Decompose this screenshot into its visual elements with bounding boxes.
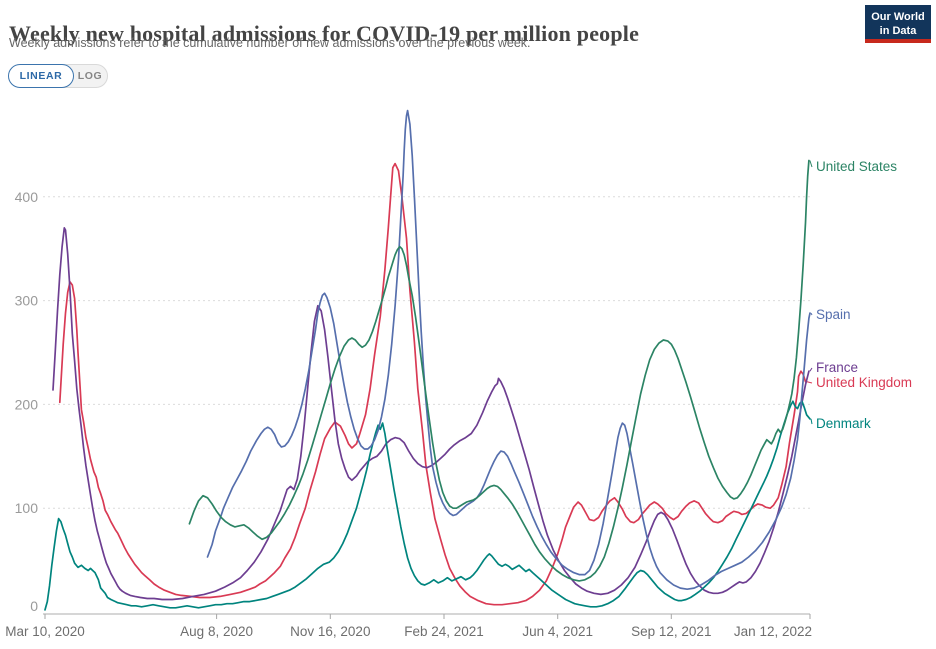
y-tick-label-200: 200 xyxy=(15,396,39,412)
owid-logo-line2: in Data xyxy=(879,25,917,37)
page-title: Weekly new hospital admissions for COVID… xyxy=(9,20,640,46)
x-tick-label-mar-10,-2020: Mar 10, 2020 xyxy=(5,624,85,639)
series-label-denmark[interactable]: Denmark xyxy=(816,416,871,431)
series-line-spain[interactable] xyxy=(206,109,811,591)
series-line-denmark[interactable] xyxy=(44,400,811,611)
series-label-spain[interactable]: Spain xyxy=(816,307,851,322)
y-tick-label-0: 0 xyxy=(30,598,38,614)
y-tick-label-100: 100 xyxy=(15,500,39,516)
series-label-united-states[interactable]: United States xyxy=(816,159,897,174)
x-tick-label-aug-8,-2020: Aug 8, 2020 xyxy=(180,624,253,639)
series-leader-denmark xyxy=(810,418,813,425)
owid-logo[interactable]: Our World in Data xyxy=(865,5,931,43)
series-line-united-states[interactable] xyxy=(188,159,810,582)
linear-scale-button[interactable]: LINEAR xyxy=(8,64,74,88)
scale-toggle: LINEAR LOG xyxy=(8,64,108,88)
y-tick-label-300: 300 xyxy=(15,293,39,309)
chart-subtitle: Weekly admissions refer to the cumulativ… xyxy=(9,36,531,50)
x-tick-label-jun-4,-2021: Jun 4, 2021 xyxy=(522,624,593,639)
series-label-united-kingdom[interactable]: United Kingdom xyxy=(816,375,912,390)
series-leader-spain xyxy=(810,312,813,316)
x-tick-label-sep-12,-2021: Sep 12, 2021 xyxy=(631,624,711,639)
series-line-united-kingdom[interactable] xyxy=(58,162,807,606)
series-label-france[interactable]: France xyxy=(816,360,858,375)
series-leader-united-kingdom xyxy=(806,381,813,384)
series-leader-france xyxy=(809,367,813,372)
x-tick-label-nov-16,-2020: Nov 16, 2020 xyxy=(290,624,370,639)
series-line-france[interactable] xyxy=(52,227,810,601)
series-leader-united-states xyxy=(809,160,813,168)
x-tick-label-feb-24,-2021: Feb 24, 2021 xyxy=(404,624,484,639)
y-tick-label-400: 400 xyxy=(15,189,39,205)
owid-logo-line1: Our World xyxy=(871,11,925,23)
x-tick-label-jan-12,-2022: Jan 12, 2022 xyxy=(734,624,812,639)
